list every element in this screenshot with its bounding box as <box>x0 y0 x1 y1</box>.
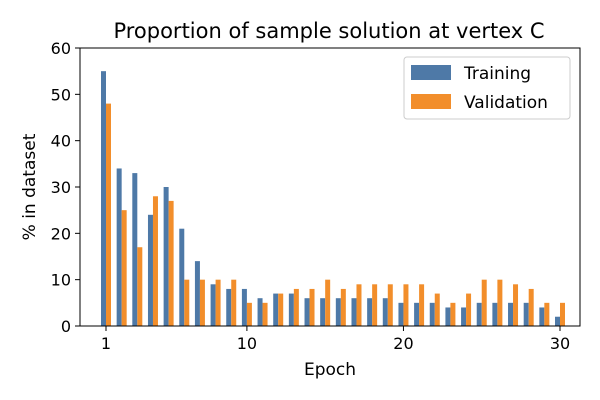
bar-validation-epoch-23 <box>450 302 456 326</box>
bar-validation-epoch-7 <box>199 279 205 326</box>
bar-training-epoch-23 <box>445 307 451 326</box>
bar-validation-epoch-2 <box>121 210 127 326</box>
bar-validation-epoch-1 <box>106 103 111 326</box>
legend-label-training: Training <box>463 64 531 84</box>
bar-training-epoch-13 <box>288 293 294 326</box>
bar-training-epoch-9 <box>226 288 232 326</box>
x-tick-label: 30 <box>550 334 570 353</box>
bar-validation-epoch-6 <box>184 279 190 326</box>
y-tick-label: 40 <box>51 132 71 151</box>
bar-training-epoch-20 <box>398 302 404 326</box>
bars-group <box>101 71 565 326</box>
bar-validation-epoch-13 <box>293 288 299 326</box>
bar-validation-epoch-25 <box>481 279 487 326</box>
bar-training-epoch-11 <box>257 298 263 326</box>
bar-training-epoch-16 <box>335 298 341 326</box>
legend-swatch-training <box>411 65 451 80</box>
bar-training-epoch-26 <box>492 302 498 326</box>
bar-training-epoch-18 <box>367 298 373 326</box>
bar-training-epoch-6 <box>179 228 185 326</box>
bar-training-epoch-14 <box>304 298 310 326</box>
bar-training-epoch-28 <box>523 302 529 326</box>
bar-validation-epoch-5 <box>168 200 174 326</box>
bar-training-epoch-8 <box>210 284 216 326</box>
bar-validation-epoch-22 <box>434 293 440 326</box>
bar-validation-epoch-8 <box>215 279 221 326</box>
bar-validation-epoch-10 <box>246 302 252 326</box>
legend-label-validation: Validation <box>464 93 548 113</box>
bar-training-epoch-30 <box>555 316 560 326</box>
y-tick-label: 0 <box>61 317 71 336</box>
bar-validation-epoch-29 <box>544 302 550 326</box>
x-tick-label: 20 <box>393 334 413 353</box>
bar-training-epoch-24 <box>461 307 467 326</box>
bar-training-epoch-3 <box>132 173 138 326</box>
bar-validation-epoch-17 <box>356 284 362 326</box>
bar-training-epoch-19 <box>382 298 388 326</box>
bar-training-epoch-29 <box>539 307 545 326</box>
bar-training-epoch-15 <box>320 298 326 326</box>
bar-validation-epoch-28 <box>528 288 534 326</box>
x-axis-label: Epoch <box>304 360 356 380</box>
bar-training-epoch-5 <box>163 187 169 326</box>
bar-training-epoch-10 <box>241 288 247 326</box>
bar-validation-epoch-19 <box>387 284 393 326</box>
bar-training-epoch-12 <box>273 293 279 326</box>
bar-validation-epoch-15 <box>325 279 331 326</box>
bar-training-epoch-22 <box>429 302 435 326</box>
bar-validation-epoch-11 <box>262 302 268 326</box>
legend: Training Validation <box>403 56 571 120</box>
y-axis-label: % in dataset <box>20 133 40 240</box>
bar-validation-epoch-26 <box>497 279 503 326</box>
bar-validation-epoch-21 <box>419 284 425 326</box>
bar-validation-epoch-4 <box>152 196 158 326</box>
bar-validation-epoch-20 <box>403 284 409 326</box>
y-tick-label: 60 <box>51 39 71 58</box>
bar-validation-epoch-16 <box>340 288 346 326</box>
y-tick-label: 50 <box>51 85 71 104</box>
bar-training-epoch-25 <box>476 302 482 326</box>
bar-validation-epoch-18 <box>372 284 378 326</box>
bar-validation-epoch-27 <box>513 284 519 326</box>
y-tick-label: 30 <box>51 178 71 197</box>
bar-validation-epoch-14 <box>309 288 315 326</box>
bar-training-epoch-21 <box>414 302 420 326</box>
bar-validation-epoch-24 <box>466 293 472 326</box>
bar-training-epoch-2 <box>116 168 122 326</box>
legend-swatch-validation <box>411 94 451 109</box>
y-tick-label: 20 <box>51 224 71 243</box>
x-tick-label: 1 <box>101 334 111 353</box>
bar-validation-epoch-9 <box>231 279 237 326</box>
bar-training-epoch-17 <box>351 298 357 326</box>
bar-training-epoch-27 <box>508 302 514 326</box>
bar-validation-epoch-30 <box>560 302 565 326</box>
x-tick-label: 10 <box>237 334 257 353</box>
bar-validation-epoch-3 <box>137 247 143 326</box>
y-tick-label: 10 <box>51 271 71 290</box>
bar-training-epoch-4 <box>147 214 153 326</box>
chart-title: Proportion of sample solution at vertex … <box>113 19 544 43</box>
y-axis: 0 10 20 30 40 50 60 <box>51 39 80 336</box>
bar-validation-epoch-12 <box>278 293 284 326</box>
bar-training-epoch-1 <box>101 71 106 326</box>
x-axis: 1 10 20 30 <box>101 326 570 353</box>
bar-training-epoch-7 <box>194 261 200 326</box>
